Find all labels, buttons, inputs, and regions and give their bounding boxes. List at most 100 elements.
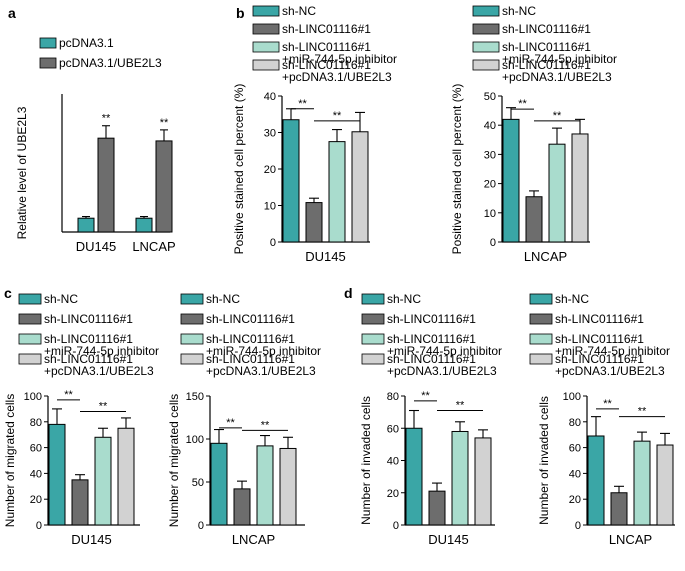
bar-2: [451, 430, 469, 526]
c-left-legend-label-0: sh-NC: [44, 292, 78, 306]
c-right-legend-swatch-1: [180, 313, 204, 325]
x-axis-label: DU145: [305, 249, 345, 264]
b-left-legend-label-3-0: sh-LINC01116#1: [282, 58, 371, 72]
c-left-legend-label-3-0: sh-LINC01116#1: [44, 352, 133, 366]
c-right-legend-label-2-1: +miR-744-5p inhibitor: [206, 344, 321, 358]
panel-label-d: d: [344, 285, 353, 301]
y-tick-label: 100: [563, 391, 581, 403]
y-axis-label: Number of invaded cells: [359, 396, 373, 525]
y-axis-label: Relative level of UBE2L3: [15, 106, 29, 239]
y-tick-label: 10: [484, 208, 496, 220]
bar-2: [256, 445, 274, 526]
panel-label-a: a: [8, 5, 16, 21]
bar-3: [474, 437, 492, 526]
x-axis-label: LNCAP: [232, 532, 275, 547]
d-right-legend-label-1: sh-LINC01116#1: [555, 312, 644, 326]
c-right-legend-swatch-2: [180, 333, 204, 345]
bar-1: [71, 479, 89, 526]
b-left-legend-swatch-1: [252, 23, 280, 35]
sig-label-0: **: [226, 417, 235, 429]
d-right-legend-label-3-0: sh-LINC01116#1: [555, 352, 644, 366]
x-axis-label: LNCAP: [609, 532, 652, 547]
c-left-legend-swatch-1: [18, 313, 42, 325]
c-right-legend: sh-NCsh-LINC01116#1sh-LINC01116#1+miR-74…: [180, 292, 321, 378]
bar-0-0: [77, 217, 95, 233]
y-tick-label: 100: [24, 391, 42, 403]
y-tick-label: 50: [484, 91, 496, 103]
y-tick-label: 40: [484, 120, 496, 132]
bar-3: [117, 427, 135, 526]
b-left-legend-label-1: sh-LINC01116#1: [282, 22, 371, 36]
b-left-legend-swatch-3: [252, 59, 280, 71]
d-left-legend-label-0: sh-NC: [387, 292, 421, 306]
y-tick-label: 60: [30, 443, 42, 455]
chart-a: Relative level of UBE2L3 ** DU145 ** LNCAP: [15, 94, 176, 254]
bar-3: [571, 133, 589, 243]
y-axis-label: Positive stained cell percent (%): [450, 84, 464, 255]
b-right-legend-swatch-3: [472, 59, 500, 71]
bar-0: [282, 119, 300, 243]
d-left-legend-swatch-3: [361, 353, 385, 365]
chart-b-du145: 0 10 20 30 40 Positive stained cell percent (…: [232, 84, 370, 264]
c-left-legend-label-3-1: +pcDNA3.1/UBE2L3: [44, 364, 154, 378]
sig-label-1: **: [638, 406, 647, 418]
panel-label-c: c: [4, 285, 12, 301]
bar-2: [633, 440, 651, 526]
c-left-legend-swatch-0: [18, 293, 42, 305]
sig-label-1: **: [99, 400, 108, 412]
d-right-legend-swatch-2: [529, 333, 553, 345]
c-right-legend-label-3-0: sh-LINC01116#1: [206, 352, 295, 366]
d-right-legend-label-2-1: +miR-744-5p inhibitor: [555, 344, 670, 358]
d-right-legend-label-0: sh-NC: [555, 292, 589, 306]
y-tick-label: 0: [575, 520, 581, 532]
bar-3: [279, 447, 297, 526]
y-tick-label: 0: [490, 237, 496, 249]
bar-1: [525, 196, 543, 243]
chart-d-du145: 0 20 40 60 80 Number of invaded cells DU145 ** *…: [359, 390, 495, 547]
chart-c-du145: 0 20 40 60 80 100 Number of migrated cells DU14…: [3, 389, 140, 547]
bar-2: [548, 143, 566, 243]
c-left-legend: sh-NCsh-LINC01116#1sh-LINC01116#1+miR-74…: [18, 292, 159, 378]
d-left-legend-label-3-1: +pcDNA3.1/UBE2L3: [387, 364, 497, 378]
c-left-legend-swatch-2: [18, 333, 42, 345]
b-right-legend-label-0: sh-NC: [502, 4, 536, 18]
y-tick-label: 40: [569, 468, 581, 480]
y-tick-label: 30: [264, 128, 276, 140]
c-right-legend-label-1: sh-LINC01116#1: [206, 312, 295, 326]
y-axis-label: Number of invaded cells: [537, 396, 551, 525]
d-left-legend-swatch-0: [361, 293, 385, 305]
a-legend-label-0: pcDNA3.1: [59, 36, 114, 50]
a-legend-swatch-1: [39, 57, 57, 69]
y-tick-label: 0: [198, 520, 204, 532]
sig-label-0: **: [518, 98, 527, 110]
y-axis-label: Number of migrated cells: [3, 394, 17, 527]
bar-3: [656, 444, 674, 526]
d-left-legend-swatch-1: [361, 313, 385, 325]
bar-1: [233, 488, 251, 526]
c-left-legend-swatch-3: [18, 353, 42, 365]
c-right-legend-swatch-0: [180, 293, 204, 305]
d-left-legend-label-1: sh-LINC01116#1: [387, 312, 476, 326]
b-right-legend-label-3-1: +pcDNA3.1/UBE2L3: [502, 70, 612, 84]
x-axis-label: DU145: [428, 532, 468, 547]
y-tick-label: 0: [36, 520, 42, 532]
bar-0: [502, 118, 520, 243]
d-left-legend-swatch-2: [361, 333, 385, 345]
bar-1-0: [135, 217, 153, 233]
d-left-legend: sh-NCsh-LINC01116#1sh-LINC01116#1+miR-74…: [361, 292, 502, 378]
y-tick-label: 60: [387, 423, 399, 435]
d-right-legend-label-3-1: +pcDNA3.1/UBE2L3: [555, 364, 665, 378]
d-right-legend-swatch-0: [529, 293, 553, 305]
y-tick-label: 20: [387, 488, 399, 500]
d-right-legend-label-2-0: sh-LINC01116#1: [555, 332, 644, 346]
d-right-legend-swatch-3: [529, 353, 553, 365]
sig-label-1: **: [456, 400, 465, 412]
y-tick-label: 60: [569, 443, 581, 455]
c-right-legend-label-3-1: +pcDNA3.1/UBE2L3: [206, 364, 316, 378]
c-right-legend-label-2-0: sh-LINC01116#1: [206, 332, 295, 346]
bar-0: [48, 423, 66, 526]
sig-label-1: **: [333, 110, 342, 122]
y-axis-label: Number of migrated cells: [167, 394, 181, 527]
bar-1: [610, 492, 628, 526]
